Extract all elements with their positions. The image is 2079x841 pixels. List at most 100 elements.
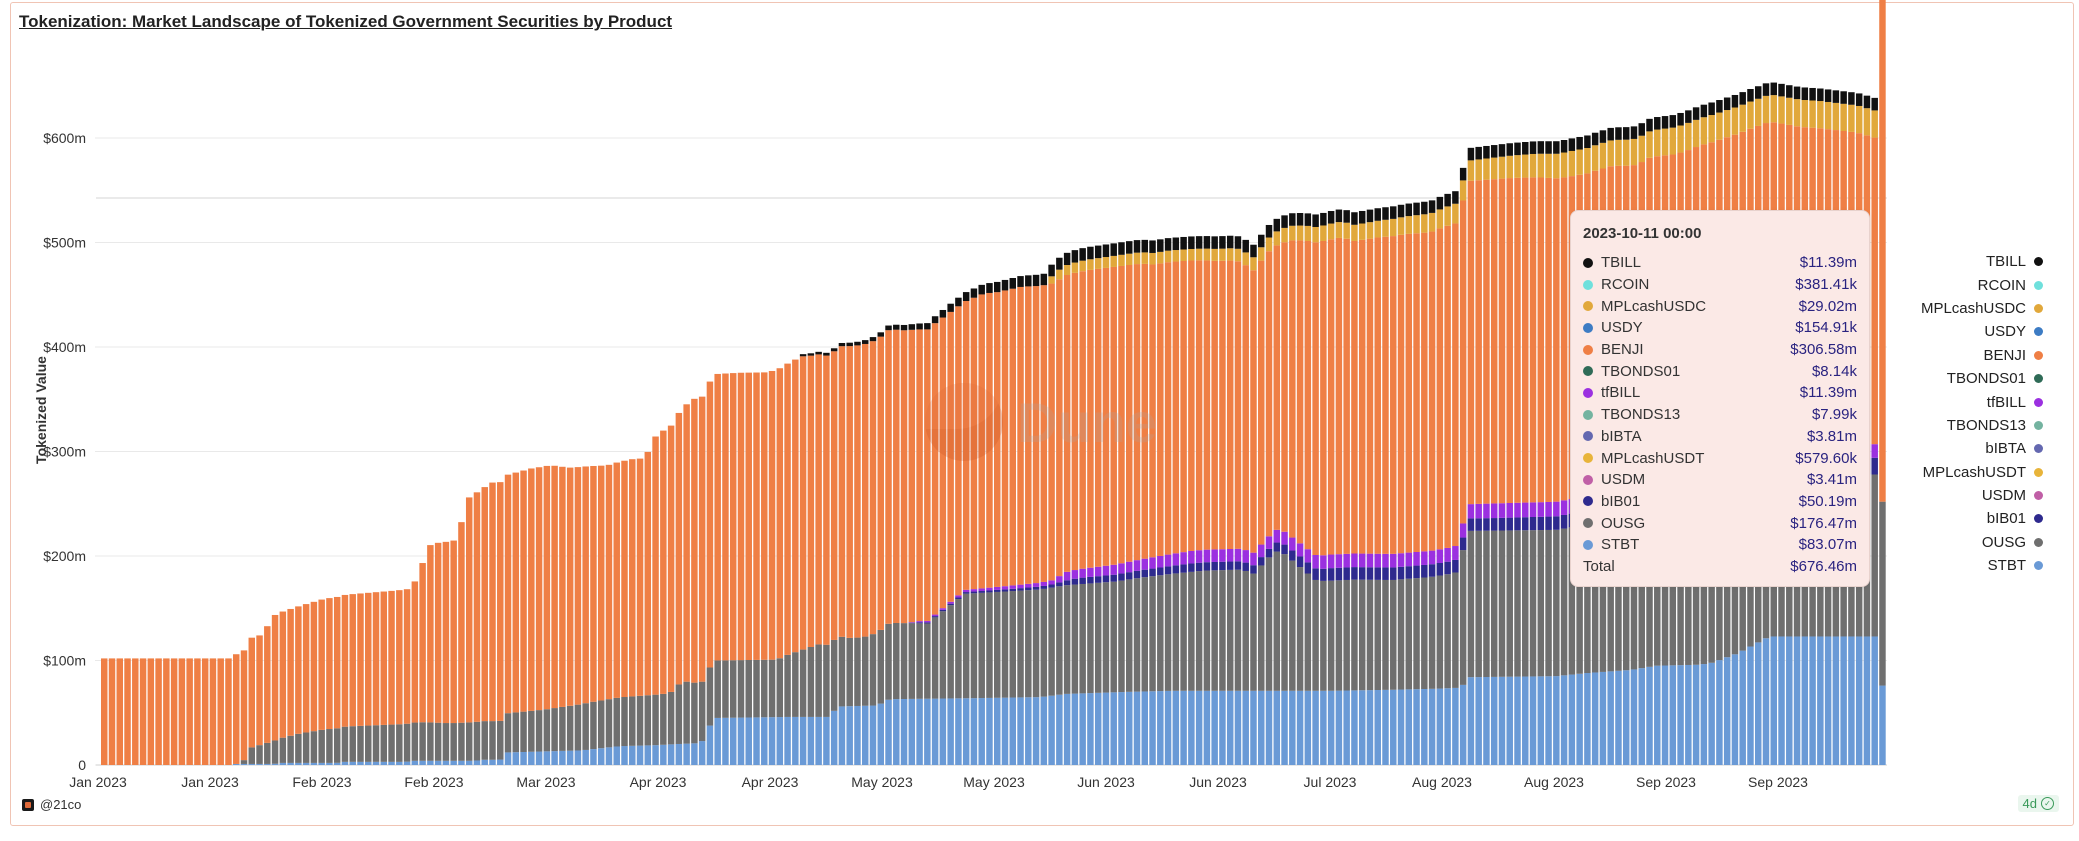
bar-segment-MPLcashUSDC[interactable] [1584, 148, 1591, 174]
bar-segment-BENJI[interactable] [1001, 290, 1009, 587]
bar-segment-BENJI[interactable] [1351, 240, 1358, 554]
bar-segment-STBT[interactable] [473, 760, 481, 765]
bar-segment-STBT[interactable] [1452, 687, 1459, 765]
bar-segment-tfBILL[interactable] [1436, 549, 1444, 563]
bar-segment-STBT[interactable] [442, 760, 450, 765]
bar-segment-OUSG[interactable] [1157, 575, 1164, 692]
bar-segment-bIB01[interactable] [994, 589, 1001, 592]
bar-segment-BENJI[interactable] [225, 658, 232, 765]
bar-segment-OUSG[interactable] [908, 623, 916, 699]
bar-segment-MPLcashUSDC[interactable] [1141, 252, 1149, 264]
bar-segment-TBILL[interactable] [1537, 141, 1545, 154]
bar-segment-tfBILL[interactable] [978, 588, 985, 592]
bar-segment-OUSG[interactable] [1599, 523, 1607, 672]
bar-segment-bIB01[interactable] [1545, 516, 1552, 530]
bar-segment-BENJI[interactable] [722, 373, 729, 661]
bar-segment-OUSG[interactable] [1459, 550, 1467, 685]
bar-segment-BENJI[interactable] [1296, 240, 1304, 544]
bar-segment-tfBILL[interactable] [1273, 529, 1281, 543]
bar-segment-STBT[interactable] [729, 717, 737, 765]
bar-segment-BENJI[interactable] [970, 297, 978, 590]
bar-segment-BENJI[interactable] [1452, 223, 1459, 547]
bar-segment-MPLcashUSDC[interactable] [1615, 139, 1622, 166]
bar-segment-OUSG[interactable] [1560, 528, 1568, 676]
bar-segment-STBT[interactable] [792, 716, 799, 765]
bar-segment-tfBILL[interactable] [1444, 547, 1451, 562]
bar-segment-bIB01[interactable] [1017, 588, 1024, 591]
bar-segment-MPLcashUSDC[interactable] [1079, 260, 1086, 272]
bar-segment-TBILL[interactable] [1786, 85, 1793, 98]
bar-segment-BENJI[interactable] [372, 592, 380, 726]
bar-segment-STBT[interactable] [1444, 688, 1451, 765]
bar-segment-STBT[interactable] [1343, 690, 1350, 765]
bar-segment-OUSG[interactable] [1312, 579, 1319, 691]
bar-segment-TBILL[interactable] [1654, 117, 1661, 130]
bar-segment-MPLcashUSDC[interactable] [1529, 153, 1537, 178]
bar-segment-TBILL[interactable] [1685, 110, 1692, 123]
bar-segment-OUSG[interactable] [698, 681, 706, 742]
bar-segment-bIB01[interactable] [924, 622, 931, 624]
bar-segment-OUSG[interactable] [295, 733, 302, 763]
bar-segment-OUSG[interactable] [489, 721, 496, 760]
bar-segment-OUSG[interactable] [1661, 512, 1669, 666]
bar-segment-OUSG[interactable] [1094, 582, 1102, 693]
bar-segment-TBILL[interactable] [1801, 87, 1809, 101]
bar-segment-STBT[interactable] [1110, 692, 1117, 765]
bar-segment-OUSG[interactable] [869, 634, 877, 706]
bar-segment-OUSG[interactable] [1195, 571, 1203, 691]
bar-segment-tfBILL[interactable] [1133, 560, 1141, 571]
bar-segment-STBT[interactable] [1172, 690, 1180, 765]
bar-segment-MPLcashUSDC[interactable] [1226, 248, 1234, 261]
bar-segment-bIB01[interactable] [1335, 567, 1343, 581]
bar-segment-tfBILL[interactable] [1553, 501, 1560, 517]
bar-segment-bIB01[interactable] [955, 597, 962, 600]
bar-segment-BENJI[interactable] [1320, 240, 1327, 556]
bar-segment-BENJI[interactable] [194, 658, 201, 765]
bar-segment-TBILL[interactable] [1560, 140, 1568, 153]
bar-segment-STBT[interactable] [768, 717, 776, 765]
bar-segment-OUSG[interactable] [1390, 579, 1397, 690]
bar-segment-TBILL[interactable] [1296, 213, 1304, 226]
bar-segment-tfBILL[interactable] [1056, 576, 1063, 583]
bar-segment-OUSG[interactable] [1436, 575, 1444, 689]
bar-segment-OUSG[interactable] [372, 725, 380, 762]
bar-segment-STBT[interactable] [1048, 695, 1055, 765]
bar-segment-STBT[interactable] [1560, 675, 1568, 765]
bar-segment-bIB01[interactable] [1056, 582, 1063, 587]
bar-segment-OUSG[interactable] [1444, 574, 1451, 689]
bar-segment-STBT[interactable] [1071, 693, 1079, 765]
bar-segment-OUSG[interactable] [621, 697, 628, 747]
bar-segment-STBT[interactable] [1483, 677, 1490, 765]
bar-segment-BENJI[interactable] [931, 323, 939, 615]
bar-segment-STBT[interactable] [1817, 636, 1824, 765]
bar-segment-STBT[interactable] [528, 751, 535, 765]
bar-segment-tfBILL[interactable] [970, 589, 978, 592]
bar-segment-BENJI[interactable] [893, 329, 900, 623]
bar-segment-OUSG[interactable] [1871, 474, 1878, 637]
bar-segment-MPLcashUSDC[interactable] [1770, 95, 1777, 123]
bar-segment-OUSG[interactable] [1296, 567, 1304, 691]
bar-segment-BENJI[interactable] [279, 611, 287, 738]
bar-segment-TBILL[interactable] [970, 288, 978, 298]
bar-segment-STBT[interactable] [240, 763, 248, 765]
bar-segment-STBT[interactable] [799, 716, 807, 765]
bar-segment-bIB01[interactable] [1560, 514, 1568, 529]
bar-segment-STBT[interactable] [994, 697, 1001, 765]
bar-segment-TBILL[interactable] [1040, 273, 1048, 286]
bar-segment-BENJI[interactable] [155, 658, 162, 765]
bar-segment-BENJI[interactable] [1071, 272, 1079, 571]
bar-segment-MPLcashUSDC[interactable] [1172, 250, 1180, 262]
bar-segment-OUSG[interactable] [1514, 530, 1521, 677]
bar-segment-tfBILL[interactable] [1498, 503, 1506, 518]
bar-segment-STBT[interactable] [761, 717, 768, 765]
bar-segment-BENJI[interactable] [186, 658, 193, 765]
bar-segment-OUSG[interactable] [442, 723, 450, 761]
bar-segment-BENJI[interactable] [1110, 266, 1117, 565]
bar-segment-bIB01[interactable] [1149, 568, 1156, 577]
bar-segment-BENJI[interactable] [854, 345, 861, 638]
bar-segment-OUSG[interactable] [1258, 565, 1265, 691]
bar-segment-STBT[interactable] [1351, 690, 1358, 765]
bar-segment-OUSG[interactable] [1234, 569, 1242, 691]
bar-segment-TBILL[interactable] [1545, 141, 1552, 154]
bar-segment-MPLcashUSDC[interactable] [1289, 225, 1296, 241]
